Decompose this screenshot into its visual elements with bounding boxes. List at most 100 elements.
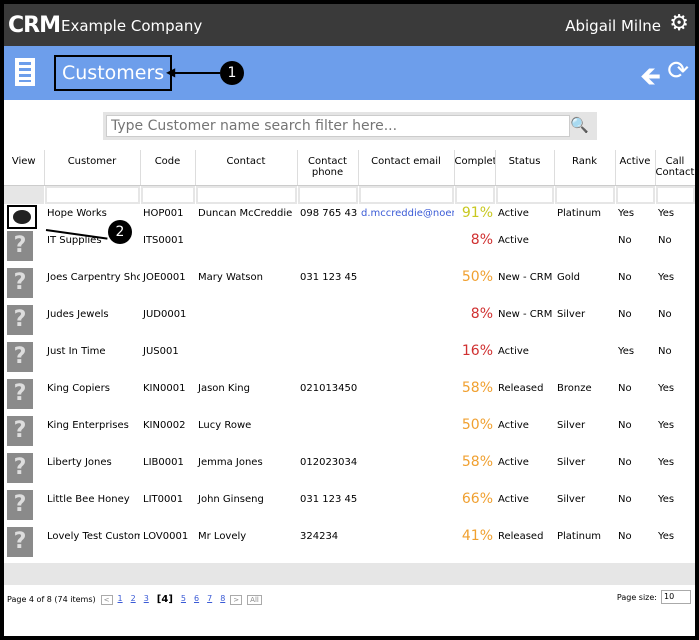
page-link[interactable]: 1 <box>117 594 123 603</box>
active-cell: No <box>618 271 632 283</box>
prev-page-button[interactable]: < <box>100 594 113 605</box>
view-cell[interactable]: ? <box>4 451 44 488</box>
page-link[interactable]: 7 <box>207 594 213 603</box>
page-link[interactable]: 3 <box>143 594 149 603</box>
customer-cell: Lovely Test Customer <box>47 530 140 542</box>
customer-cell: King Enterprises <box>47 419 129 431</box>
column-header[interactable]: Status <box>495 150 555 186</box>
placeholder-image-icon[interactable]: ? <box>7 267 33 298</box>
user-name[interactable]: Abigail Milne <box>565 17 661 35</box>
customer-search-input[interactable] <box>106 115 570 137</box>
refresh-icon[interactable]: ⟳ <box>667 56 689 86</box>
view-cell[interactable]: ? <box>4 525 44 562</box>
column-filter[interactable] <box>655 185 695 204</box>
email-cell <box>358 525 454 562</box>
code-cell: JUD0001 <box>143 308 187 320</box>
complete-cell: 41% <box>461 527 493 544</box>
column-filter[interactable] <box>554 185 616 204</box>
column-filter[interactable] <box>495 185 555 204</box>
table-row[interactable]: ? Joes Carpentry Shop JOE0001 Mary Watson 03… <box>4 266 695 303</box>
customer-cell: Liberty Jones <box>47 456 112 468</box>
rank-cell: Silver <box>557 308 586 320</box>
phone-cell <box>297 414 358 451</box>
code-cell: KIN0002 <box>143 419 186 431</box>
column-header[interactable]: Active <box>615 150 656 186</box>
column-header[interactable]: Contact <box>195 150 298 186</box>
column-header[interactable]: Contact email <box>358 150 455 186</box>
column-filter[interactable] <box>195 185 298 204</box>
complete-cell: 66% <box>461 490 493 507</box>
view-cell[interactable]: ? <box>4 229 44 266</box>
status-cell: Released <box>498 530 544 542</box>
column-filter[interactable] <box>358 185 455 204</box>
page-link[interactable]: [4] <box>156 594 173 605</box>
view-cell[interactable] <box>4 204 44 229</box>
column-header[interactable]: Contact phone <box>297 150 359 186</box>
column-header[interactable]: Customer <box>44 150 141 186</box>
table-row[interactable]: ? IT Supplies ITS0001 8% Active No No <box>4 229 695 266</box>
next-page-button[interactable]: > <box>230 594 243 605</box>
column-header[interactable]: Code <box>140 150 196 186</box>
table-row[interactable]: ? Just In Time JUS001 16% Active Yes No <box>4 340 695 377</box>
column-filter[interactable] <box>44 185 141 204</box>
status-cell: Active <box>498 456 529 468</box>
table-row[interactable]: ? Judes Jewels JUD0001 8% New - CRM Silver No N… <box>4 303 695 340</box>
page-link[interactable]: 6 <box>194 594 200 603</box>
complete-cell: 16% <box>461 342 493 359</box>
code-cell: JUS001 <box>143 345 179 357</box>
callout-arrow <box>174 72 220 74</box>
table-row[interactable]: ? Lovely Test CustomerLOV0001 Mr Lovely 324… <box>4 525 695 562</box>
search-bar: 🔍 <box>103 112 597 140</box>
email-cell[interactable]: d.mccreddie@noem <box>361 207 454 219</box>
table-row[interactable]: ? Liberty Jones LIB0001 Jemma Jones 01202303… <box>4 451 695 488</box>
view-cell[interactable]: ? <box>4 488 44 525</box>
table-row[interactable]: ? King Enterprises KIN0002 Lucy Rowe 50% Acti… <box>4 414 695 451</box>
view-cell[interactable]: ? <box>4 303 44 340</box>
page-link[interactable]: 2 <box>130 594 136 603</box>
placeholder-image-icon[interactable]: ? <box>7 341 33 372</box>
customer-logo-icon[interactable] <box>7 204 37 229</box>
placeholder-image-icon[interactable]: ? <box>7 304 33 335</box>
view-cell[interactable]: ? <box>4 340 44 377</box>
top-bar: CRM Example Company Abigail Milne ⚙ <box>4 4 695 46</box>
placeholder-image-icon[interactable]: ? <box>7 452 33 483</box>
table-row[interactable]: ? Little Bee Honey LIT0001 John Ginseng 031 … <box>4 488 695 525</box>
view-cell[interactable]: ? <box>4 414 44 451</box>
placeholder-image-icon[interactable]: ? <box>7 526 33 557</box>
view-cell[interactable]: ? <box>4 266 44 303</box>
column-header[interactable]: Rank <box>554 150 616 186</box>
column-header[interactable]: Call Contact <box>655 150 695 186</box>
page-size-label: Page size: <box>616 592 657 602</box>
page-size-select[interactable]: 10 <box>661 590 691 604</box>
customer-cell: Little Bee Honey <box>47 493 130 505</box>
placeholder-image-icon[interactable]: ? <box>7 378 33 409</box>
back-arrow-icon[interactable]: 🡸 <box>639 62 661 92</box>
contact-cell: Lucy Rowe <box>198 419 252 431</box>
gear-icon[interactable]: ⚙ <box>669 11 689 36</box>
page-link[interactable]: 8 <box>220 594 226 603</box>
placeholder-image-icon[interactable]: ? <box>7 415 33 446</box>
email-cell <box>358 266 454 303</box>
table-row[interactable]: Hope Works HOP001 Duncan McCreddie 098 765 … <box>4 204 695 229</box>
email-cell <box>358 377 454 414</box>
customer-cell: Joes Carpentry Shop <box>47 271 140 283</box>
phone-cell <box>297 229 358 266</box>
placeholder-image-icon[interactable]: ? <box>7 489 33 520</box>
column-filter[interactable] <box>140 185 196 204</box>
column-header[interactable]: Complet <box>454 150 496 186</box>
contact-cell: John Ginseng <box>198 493 264 505</box>
column-filter[interactable] <box>615 185 656 204</box>
crm-logo: CRM <box>8 13 61 38</box>
page-link[interactable]: 5 <box>180 594 186 603</box>
table-row[interactable]: ? King Copiers KIN0001 Jason King 0210134508… <box>4 377 695 414</box>
placeholder-image-icon[interactable]: ? <box>7 230 33 261</box>
column-filter[interactable] <box>297 185 359 204</box>
show-all-button[interactable]: All <box>247 594 262 605</box>
code-cell: LOV0001 <box>143 530 189 542</box>
column-header[interactable]: View <box>4 150 45 186</box>
search-icon[interactable]: 🔍 <box>570 116 589 134</box>
view-cell[interactable]: ? <box>4 377 44 414</box>
email-cell <box>358 229 454 266</box>
column-filter[interactable] <box>454 185 496 204</box>
crm-window: CRM Example Company Abigail Milne ⚙ Cust… <box>4 4 695 636</box>
